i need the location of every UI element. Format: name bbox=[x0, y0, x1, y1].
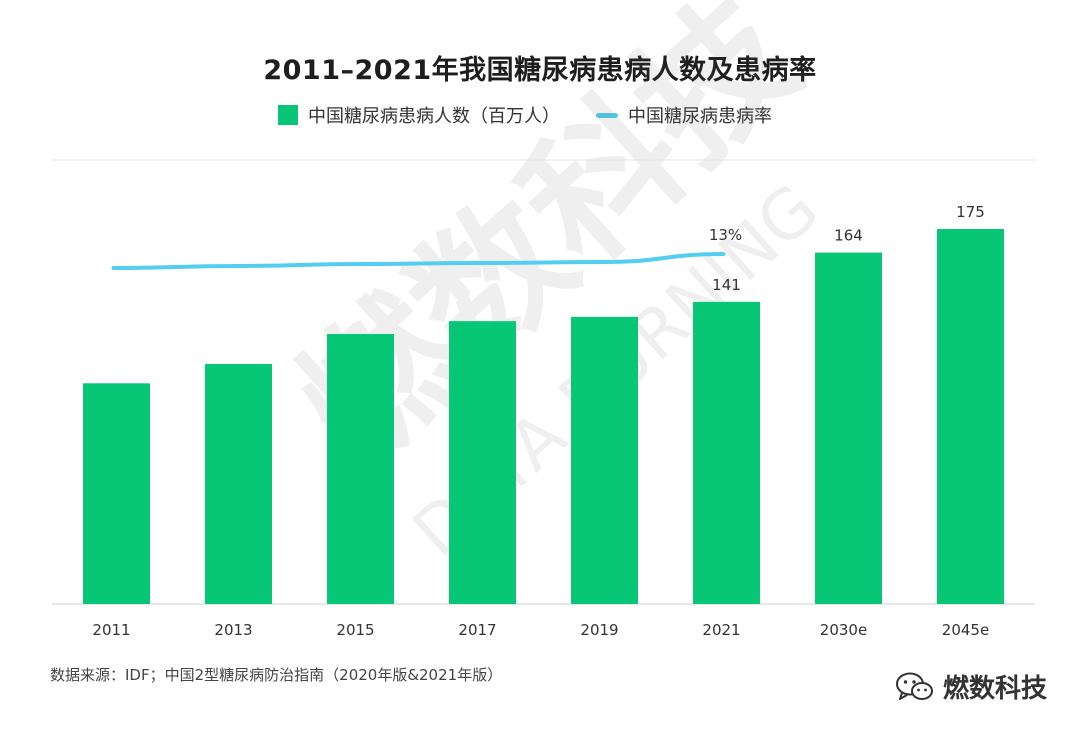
bar-label-2021: 141 bbox=[712, 276, 741, 294]
wechat-icon bbox=[896, 672, 933, 700]
bar-2017 bbox=[449, 321, 516, 604]
bar-label-2030e: 164 bbox=[834, 227, 863, 245]
legend: 中国糖尿病患病人数（百万人） 中国糖尿病患病率 bbox=[278, 102, 808, 128]
line-label-2021: 13% bbox=[709, 226, 742, 244]
x-tick-2045e: 2045e bbox=[942, 621, 989, 639]
legend-label-line: 中国糖尿病患病率 bbox=[628, 106, 772, 127]
x-tick-2019: 2019 bbox=[580, 621, 618, 639]
x-tick-2013: 2013 bbox=[214, 621, 252, 639]
legend-swatch-bar bbox=[278, 105, 298, 125]
legend-label-bar: 中国糖尿病患病人数（百万人） bbox=[308, 106, 560, 127]
bar-2013 bbox=[205, 364, 272, 604]
bar-2011 bbox=[83, 383, 150, 604]
x-tick-2030e: 2030e bbox=[820, 621, 867, 639]
bar-2015 bbox=[327, 334, 394, 604]
chart-title: 2011–2021年我国糖尿病患病人数及患病率 bbox=[263, 55, 817, 86]
x-tick-2015: 2015 bbox=[336, 621, 374, 639]
source-note: 数据来源：IDF；中国2型糖尿病防治指南（2020年版&2021年版） bbox=[50, 666, 503, 684]
bar-2030e bbox=[815, 252, 882, 605]
bar-label-2045e: 175 bbox=[956, 203, 985, 221]
brand-name: 燃数科技 bbox=[943, 674, 1048, 704]
x-tick-2017: 2017 bbox=[458, 621, 496, 639]
legend-swatch-line bbox=[596, 112, 618, 118]
line-prevalence bbox=[111, 252, 726, 270]
brand: 燃数科技 bbox=[895, 668, 1047, 705]
legend-item-bar: 中国糖尿病患病人数（百万人） bbox=[278, 102, 560, 128]
x-tick-2021: 2021 bbox=[702, 621, 740, 639]
bar-2045e bbox=[937, 229, 1004, 604]
x-tick-2011: 2011 bbox=[92, 621, 130, 639]
legend-item-line: 中国糖尿病患病率 bbox=[596, 102, 772, 128]
bar-2019 bbox=[571, 316, 638, 604]
bar-2021 bbox=[693, 301, 760, 604]
